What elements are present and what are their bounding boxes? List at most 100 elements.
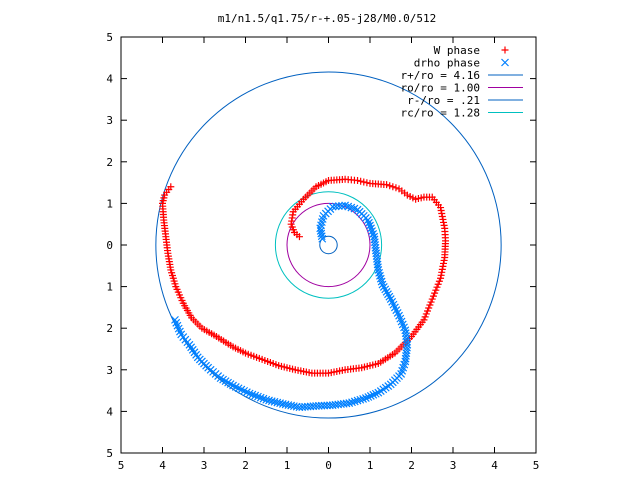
y-tick-label: 2 bbox=[106, 156, 113, 169]
legend-label: r-/ro = .21 bbox=[407, 94, 480, 107]
y-tick-label: 3 bbox=[106, 114, 113, 127]
data-point bbox=[364, 216, 372, 224]
data-point bbox=[368, 227, 376, 236]
data-point bbox=[365, 218, 373, 227]
data-point bbox=[334, 202, 343, 211]
data-point bbox=[435, 277, 443, 285]
data-point bbox=[363, 179, 371, 187]
legend-label: W phase bbox=[434, 44, 480, 57]
data-point bbox=[331, 202, 340, 211]
y-tick-label: 1 bbox=[106, 197, 113, 210]
data-point bbox=[366, 221, 374, 230]
data-point bbox=[428, 295, 436, 303]
x-tick-label: 1 bbox=[284, 459, 291, 472]
series-plus bbox=[159, 175, 450, 377]
data-point bbox=[431, 289, 439, 297]
data-point bbox=[433, 283, 441, 291]
data-point bbox=[432, 286, 440, 294]
data-series bbox=[159, 175, 450, 412]
data-point bbox=[401, 354, 410, 363]
data-point bbox=[361, 394, 370, 403]
data-point bbox=[265, 396, 273, 405]
data-point bbox=[434, 280, 442, 288]
data-point bbox=[386, 182, 394, 190]
reference-circle bbox=[155, 71, 502, 419]
data-point bbox=[357, 177, 365, 185]
x-tick-label: 2 bbox=[408, 459, 415, 472]
data-point bbox=[403, 338, 411, 346]
x-tick-label: 3 bbox=[201, 459, 208, 472]
data-point bbox=[385, 292, 394, 301]
legend-label: rc/ro = 1.28 bbox=[401, 107, 480, 120]
data-point bbox=[353, 396, 362, 405]
data-point bbox=[371, 389, 380, 398]
y-tick-label: 5 bbox=[106, 31, 113, 44]
data-point bbox=[295, 233, 303, 241]
data-point bbox=[374, 266, 383, 274]
data-point bbox=[395, 185, 403, 193]
data-point bbox=[378, 280, 387, 289]
data-point bbox=[366, 179, 374, 187]
data-point bbox=[356, 395, 365, 404]
x-tick-label: 3 bbox=[450, 459, 457, 472]
data-point bbox=[384, 290, 392, 299]
data-point bbox=[254, 392, 262, 401]
data-point bbox=[427, 298, 435, 306]
data-point bbox=[374, 388, 383, 397]
y-tick-label: 2 bbox=[106, 322, 113, 335]
x-tick-label: 4 bbox=[491, 459, 498, 472]
data-point bbox=[420, 316, 428, 324]
data-point bbox=[369, 390, 378, 399]
x-tick-label: 2 bbox=[242, 459, 249, 472]
x-tick-label: 4 bbox=[159, 459, 166, 472]
y-tick-label: 0 bbox=[106, 239, 113, 252]
data-point bbox=[389, 183, 397, 191]
data-point bbox=[379, 283, 388, 291]
data-point bbox=[426, 301, 434, 309]
reference-circle bbox=[319, 235, 338, 255]
data-point bbox=[377, 277, 386, 286]
data-point bbox=[262, 395, 271, 404]
chart-title: m1/n1.5/q1.75/r-+.05-j28/M0.0/512 bbox=[218, 12, 437, 25]
data-point bbox=[359, 394, 368, 403]
data-point bbox=[364, 393, 373, 401]
data-point bbox=[422, 310, 430, 318]
legend-label: r+/ro = 4.16 bbox=[401, 69, 480, 82]
data-point bbox=[259, 394, 268, 403]
series-cross bbox=[171, 201, 412, 412]
data-point bbox=[424, 307, 432, 315]
y-tick-label: 1 bbox=[106, 281, 113, 294]
data-point bbox=[256, 393, 265, 402]
data-point bbox=[429, 292, 437, 300]
x-tick-label: 5 bbox=[118, 459, 125, 472]
reference-circle bbox=[286, 202, 371, 288]
data-point bbox=[248, 390, 257, 399]
x-tick-label: 1 bbox=[367, 459, 374, 472]
data-point bbox=[360, 178, 368, 186]
data-point bbox=[367, 224, 375, 233]
data-point bbox=[376, 274, 385, 283]
data-point bbox=[350, 397, 359, 406]
data-point bbox=[421, 313, 429, 321]
data-point bbox=[171, 315, 179, 324]
legend-label: ro/ro = 1.00 bbox=[401, 82, 480, 95]
y-tick-label: 4 bbox=[106, 73, 113, 86]
data-point bbox=[382, 287, 391, 296]
data-point bbox=[328, 202, 337, 211]
x-tick-label: 5 bbox=[533, 459, 540, 472]
data-point bbox=[366, 392, 375, 400]
data-point bbox=[376, 271, 384, 280]
data-point bbox=[425, 304, 433, 312]
reference-circles bbox=[155, 71, 502, 419]
data-point bbox=[381, 285, 390, 294]
x-tick-label: 0 bbox=[325, 459, 332, 472]
y-tick-label: 5 bbox=[106, 447, 113, 460]
y-tick-label: 4 bbox=[106, 405, 113, 418]
legend-label: drho phase bbox=[414, 57, 480, 70]
data-point bbox=[375, 268, 384, 277]
data-point bbox=[251, 391, 260, 400]
legend-symbol bbox=[501, 58, 509, 67]
